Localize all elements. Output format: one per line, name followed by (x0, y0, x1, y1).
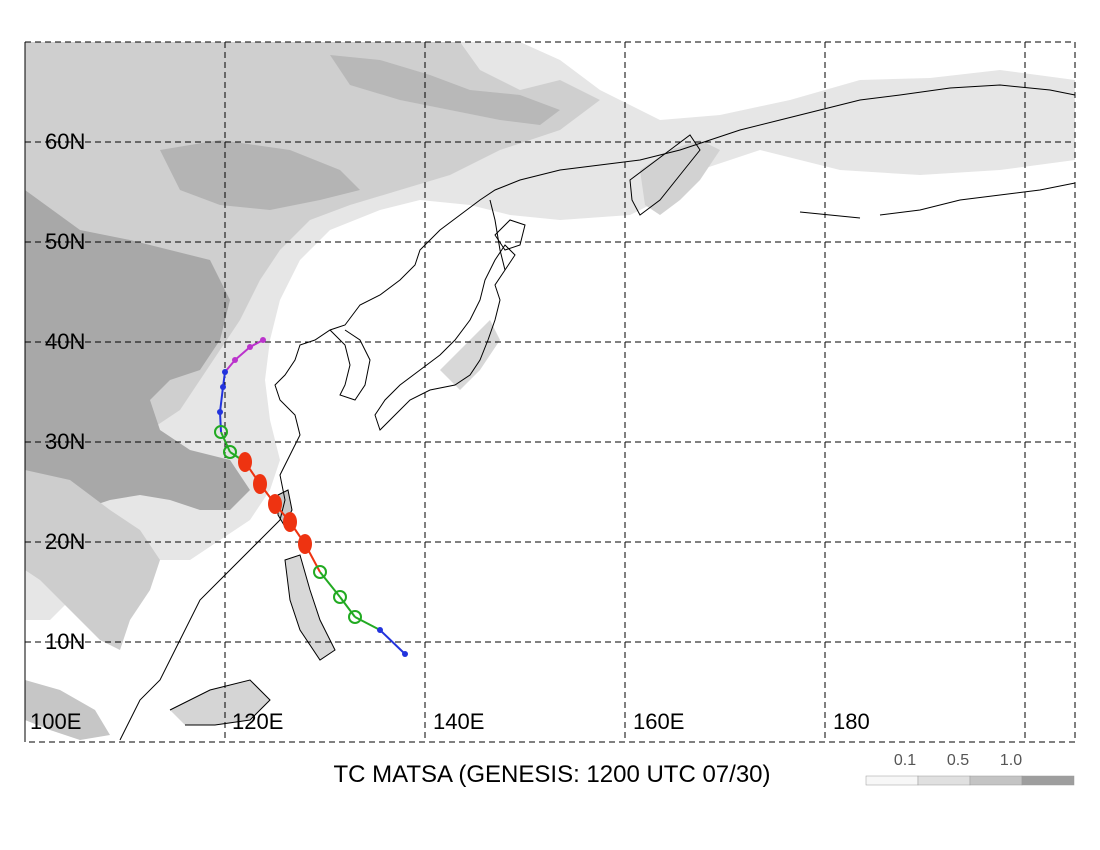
terrain-se-asia (25, 470, 160, 650)
lon-label-100e: 100E (30, 709, 81, 734)
gridlines (24, 42, 1075, 742)
terrain-shading (25, 42, 1075, 740)
track-point-depression (222, 369, 228, 375)
track-point-storm (348, 610, 362, 624)
lat-label-40n: 40N (45, 329, 85, 354)
coastline-borneo (169, 679, 271, 726)
legend-swatch-2 (969, 775, 1023, 786)
coastline-japan (374, 244, 516, 431)
track-point-storm (214, 425, 228, 439)
track-segment (220, 431, 231, 453)
track-point-depression (377, 627, 383, 633)
track-point-typhoon (253, 474, 267, 494)
track-point-typhoon (283, 512, 297, 532)
track-segment (219, 386, 224, 413)
lat-label-10n: 10N (45, 629, 85, 654)
terrain-borneo (170, 680, 270, 725)
track-segment (339, 596, 356, 618)
coastline-hokkaido (494, 219, 526, 251)
track-point-typhoon (298, 534, 312, 554)
terrain-dark-north-ridge (330, 55, 560, 125)
track-point-typhoon (238, 452, 252, 472)
track-point-extratropical (247, 344, 253, 350)
lat-label-50n: 50N (45, 229, 85, 254)
track-point-storm (313, 565, 327, 579)
legend-swatch-1 (917, 775, 971, 786)
terrain-dark-tibet (25, 190, 250, 510)
coastline-philippines (284, 554, 336, 661)
track-point-extratropical (260, 337, 266, 343)
lon-label-120e: 120E (232, 709, 283, 734)
map-frame (24, 41, 1076, 743)
track-segment (234, 346, 251, 361)
terrain-medium-japan (440, 320, 500, 390)
coastline-kamchatka (629, 134, 701, 216)
coastline-korea (329, 329, 371, 401)
coastline-sakhalin (489, 199, 506, 271)
track-point-storm (223, 445, 237, 459)
track-segment (354, 616, 381, 631)
legend-label-0-5: 0.5 (947, 752, 969, 769)
legend-label-0-1: 0.1 (894, 752, 916, 769)
map-plot-area (25, 42, 1076, 742)
track-point-depression (220, 384, 226, 390)
track-point-storm (333, 590, 347, 604)
legend-label-1-0: 1.0 (1000, 752, 1022, 769)
lon-label-140e: 140E (433, 709, 484, 734)
track-segment (379, 629, 406, 655)
terrain-philippines (285, 555, 335, 660)
terrain-medium-kamchatka (640, 140, 720, 215)
latitude-labels: 60N 50N 40N 30N 20N 10N (45, 129, 85, 654)
lon-label-180: 180 (833, 709, 870, 734)
lat-label-30n: 30N (45, 429, 85, 454)
track-point-typhoon (268, 494, 282, 514)
coastline-aleutians (799, 211, 861, 219)
lat-label-20n: 20N (45, 529, 85, 554)
legend-swatch-3 (1021, 775, 1075, 786)
typhoon-track (214, 337, 408, 657)
terrain-dark-mongolia (160, 140, 360, 210)
lat-label-60n: 60N (45, 129, 85, 154)
map-title: TC MATSA (GENESIS: 1200 UTC 07/30) (333, 761, 770, 788)
track-segment (219, 411, 222, 433)
terrain-sumatra (25, 680, 110, 740)
coastline-alaska (879, 182, 1076, 216)
lon-label-160e: 160E (633, 709, 684, 734)
track-point-depression (217, 409, 223, 415)
longitude-labels: 100E 120E 140E 160E 180 (30, 709, 870, 734)
track-point-depression (402, 651, 408, 657)
track-point-extratropical (232, 357, 238, 363)
shading-legend: 0.1 0.5 1.0 (865, 752, 1075, 786)
legend-swatch-0 (865, 775, 919, 786)
